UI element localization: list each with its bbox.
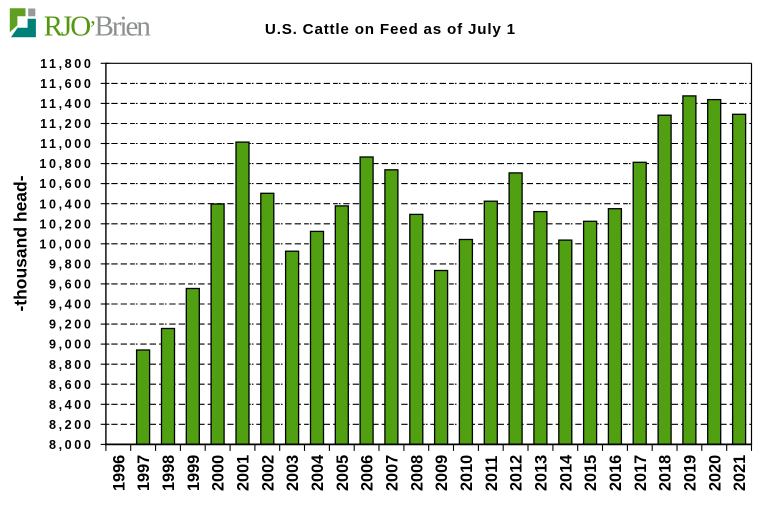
svg-text:2019: 2019 (682, 455, 700, 491)
svg-text:2014: 2014 (557, 455, 575, 491)
svg-text:10,800: 10,800 (39, 157, 93, 171)
svg-text:2009: 2009 (433, 455, 451, 491)
svg-text:10,000: 10,000 (39, 237, 93, 251)
svg-text:11,200: 11,200 (40, 117, 93, 131)
svg-text:11,800: 11,800 (40, 57, 93, 71)
svg-text:1999: 1999 (185, 455, 203, 491)
svg-text:9,200: 9,200 (49, 318, 94, 332)
svg-text:2001: 2001 (235, 455, 253, 491)
svg-text:2008: 2008 (408, 455, 426, 491)
svg-text:2004: 2004 (309, 455, 327, 491)
svg-text:2017: 2017 (632, 455, 650, 491)
svg-text:9,600: 9,600 (49, 278, 94, 292)
svg-text:RJO’Brien: RJO’Brien (44, 10, 152, 42)
svg-text:2011: 2011 (483, 456, 501, 491)
svg-text:2002: 2002 (259, 455, 277, 491)
svg-text:2016: 2016 (607, 455, 625, 491)
svg-text:2020: 2020 (706, 455, 724, 491)
svg-text:11,000: 11,000 (40, 137, 93, 151)
svg-text:2012: 2012 (508, 455, 526, 491)
svg-text:2010: 2010 (458, 455, 476, 491)
svg-text:1997: 1997 (135, 455, 153, 491)
svg-text:8,600: 8,600 (49, 378, 94, 392)
svg-text:9,800: 9,800 (49, 258, 94, 272)
svg-text:8,800: 8,800 (49, 358, 94, 372)
svg-text:2006: 2006 (359, 455, 377, 491)
svg-text:-thousand head-: -thousand head- (11, 175, 31, 311)
svg-text:10,200: 10,200 (39, 217, 93, 231)
svg-text:1998: 1998 (160, 455, 178, 491)
svg-text:2000: 2000 (210, 455, 228, 491)
svg-text:U.S. Cattle on Feed as of July: U.S. Cattle on Feed as of July 1 (265, 21, 516, 38)
svg-text:2015: 2015 (582, 455, 600, 491)
svg-text:8,400: 8,400 (49, 398, 94, 412)
svg-text:2005: 2005 (334, 455, 352, 491)
svg-text:2007: 2007 (384, 455, 402, 491)
svg-text:10,400: 10,400 (39, 197, 93, 211)
svg-text:2013: 2013 (533, 455, 551, 491)
svg-text:11,600: 11,600 (40, 77, 93, 91)
svg-text:8,200: 8,200 (49, 418, 94, 432)
svg-text:2021: 2021 (731, 455, 749, 491)
svg-text:1996: 1996 (110, 455, 128, 491)
svg-text:2018: 2018 (657, 455, 675, 491)
svg-text:9,000: 9,000 (49, 338, 94, 352)
svg-text:2003: 2003 (284, 455, 302, 491)
svg-text:9,400: 9,400 (49, 298, 94, 312)
svg-text:8,000: 8,000 (49, 438, 94, 452)
svg-text:10,600: 10,600 (39, 177, 93, 191)
svg-text:11,400: 11,400 (40, 97, 93, 111)
